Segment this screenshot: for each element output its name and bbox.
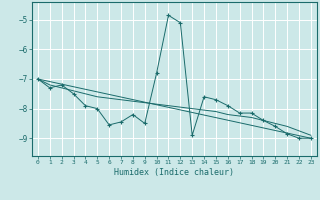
X-axis label: Humidex (Indice chaleur): Humidex (Indice chaleur) bbox=[115, 168, 234, 177]
